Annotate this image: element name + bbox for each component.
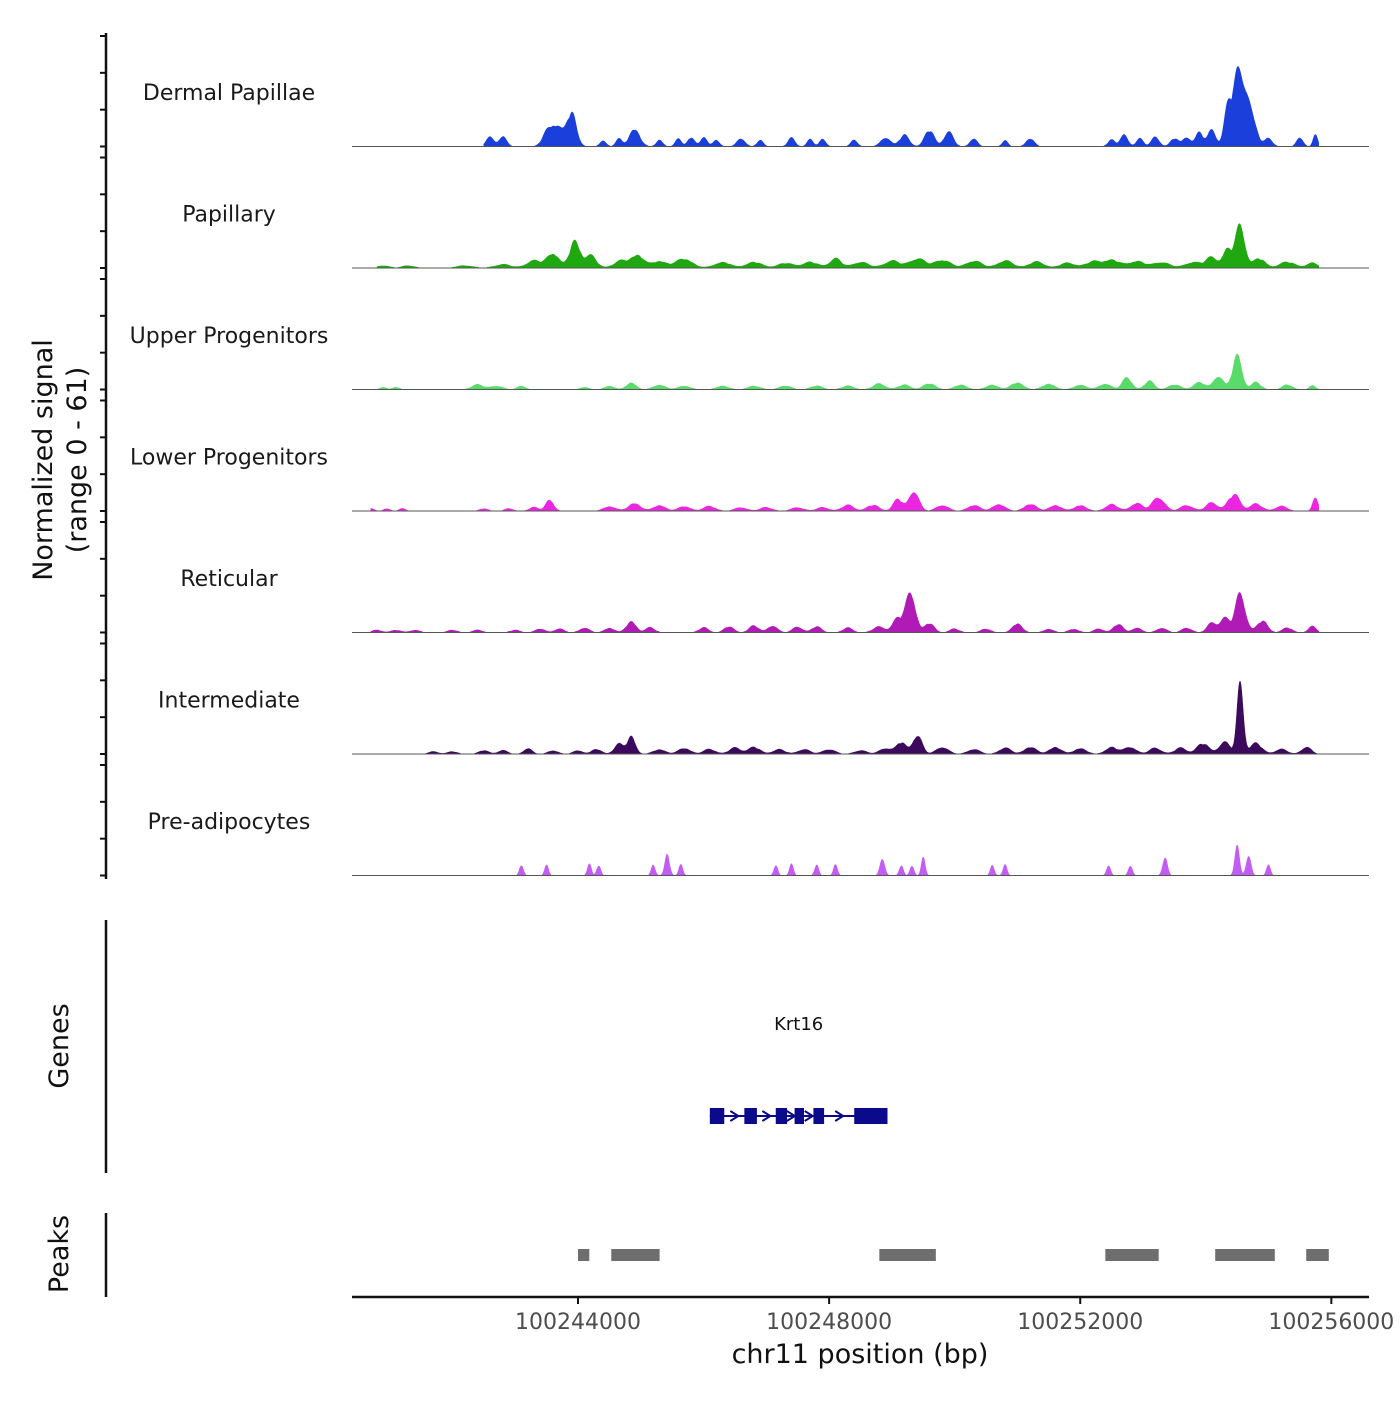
gene-exon xyxy=(813,1108,825,1124)
gene-label: Krt16 xyxy=(774,1014,823,1035)
x-axis-title: chr11 position (bp) xyxy=(732,1339,989,1370)
signal-area xyxy=(483,66,1320,147)
track-label: Papillary xyxy=(182,203,276,228)
track-label: Upper Progenitors xyxy=(130,324,329,349)
peak-region xyxy=(1306,1249,1329,1261)
peaks-panel-title: Peaks xyxy=(44,1215,75,1293)
track-label: Dermal Papillae xyxy=(143,81,315,106)
gene-exon xyxy=(744,1108,757,1124)
track-intermediate: Intermediate xyxy=(158,680,1369,755)
peak-region xyxy=(611,1249,660,1261)
signal-area xyxy=(370,592,1320,633)
strand-arrow xyxy=(729,1110,741,1122)
track-label: Lower Progenitors xyxy=(130,446,328,471)
track-label: Reticular xyxy=(180,567,278,592)
signal-area xyxy=(376,223,1320,269)
gene-exon xyxy=(794,1108,804,1124)
track-dermal-papillae: Dermal Papillae xyxy=(143,66,1369,147)
peak-region xyxy=(879,1249,936,1261)
peak-region xyxy=(578,1249,590,1261)
signal-area xyxy=(421,680,1319,755)
signal-area xyxy=(370,492,1320,512)
track-papillary: Papillary xyxy=(182,203,1369,269)
track-pre-adipocytes: Pre-adipocytes xyxy=(148,810,1369,876)
strand-arrow xyxy=(804,1110,815,1122)
track-label: Intermediate xyxy=(158,689,300,714)
y-axis-title: Normalized signal xyxy=(28,339,59,581)
x-tick-label: 100256000 xyxy=(1268,1310,1394,1335)
gene-exon xyxy=(709,1108,725,1124)
x-tick-label: 100244000 xyxy=(515,1310,641,1335)
gene-exon xyxy=(775,1108,788,1124)
track-label: Pre-adipocytes xyxy=(148,810,311,835)
y-axis-subtitle: (range 0 - 61) xyxy=(62,367,93,554)
gene-exon xyxy=(854,1108,888,1124)
strand-arrow xyxy=(786,1110,797,1122)
strand-arrow xyxy=(761,1110,773,1122)
peak-region xyxy=(1215,1249,1275,1261)
peak-track xyxy=(578,1249,1329,1261)
track-upper-progenitors: Upper Progenitors xyxy=(130,324,1369,390)
x-tick-label: 100248000 xyxy=(766,1310,892,1335)
gene-track: Krt16 xyxy=(709,1014,888,1124)
strand-arrow xyxy=(834,1110,846,1122)
peak-region xyxy=(1105,1249,1159,1261)
x-tick-label: 100252000 xyxy=(1017,1310,1143,1335)
coverage-tracks: Dermal Papillae Papillary Upper Progenitor… xyxy=(130,66,1369,876)
gene-krt16: Krt16 xyxy=(709,1014,888,1124)
signal-area xyxy=(377,353,1320,390)
track-lower-progenitors: Lower Progenitors xyxy=(130,446,1369,512)
axes: 100244000 100248000 100252000 100256000 xyxy=(100,33,1394,1335)
genes-panel-title: Genes xyxy=(44,1003,75,1088)
track-reticular: Reticular xyxy=(180,567,1369,633)
signal-area xyxy=(515,845,1282,876)
